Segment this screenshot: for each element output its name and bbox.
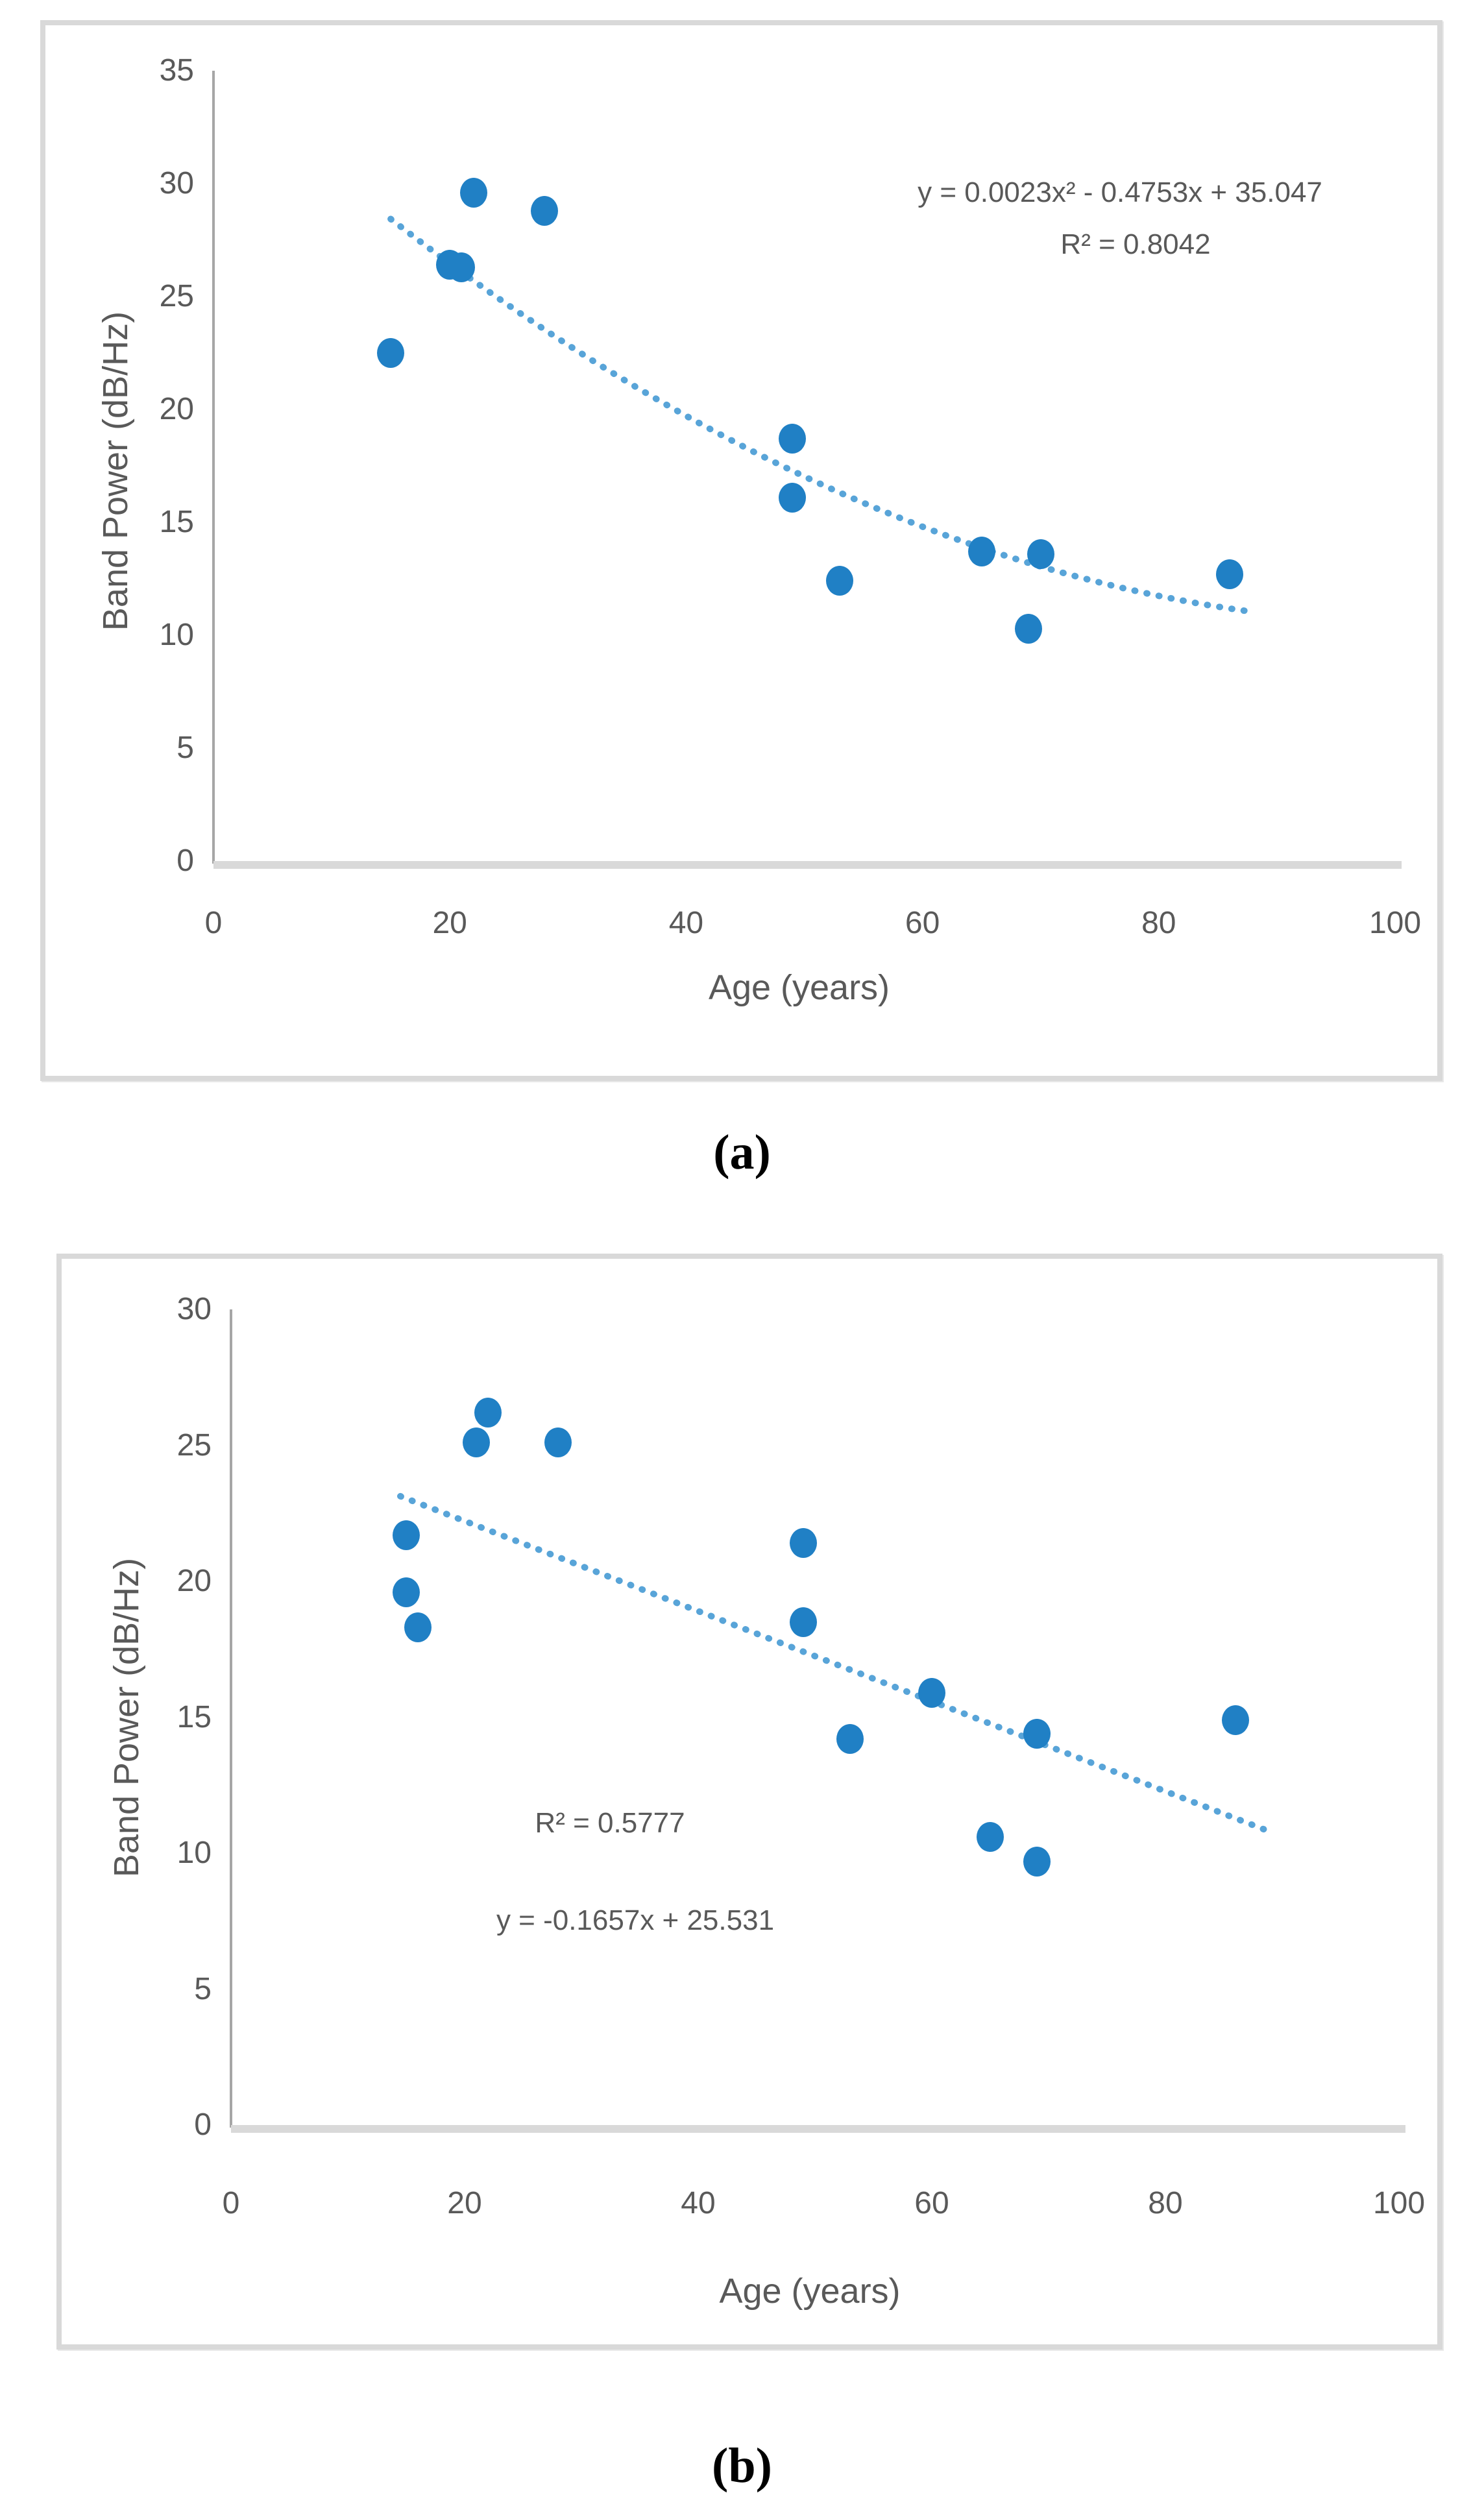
data-point [836, 1724, 864, 1755]
data-point [459, 177, 487, 208]
data-point [779, 482, 807, 513]
r-squared-label: R² = 0.5777 [535, 1807, 685, 1839]
y-axis-line [230, 1309, 232, 2128]
x-axis-tick-label: 60 [914, 2186, 949, 2220]
x-axis-title: Age (years) [719, 2272, 901, 2311]
x-axis-tick-label: 20 [432, 906, 467, 940]
x-axis-tick-label: 20 [447, 2186, 482, 2220]
x-axis-tick-label: 0 [204, 906, 223, 940]
data-point [1216, 559, 1244, 590]
y-axis-tick-label: 10 [159, 618, 194, 652]
x-axis-line [231, 2125, 1405, 2133]
data-point [1027, 539, 1054, 569]
data-point [474, 1398, 502, 1428]
scatter-chart-b: Band Power (dB/Hz) Age (years) R² = 0.57… [62, 1259, 1437, 2344]
data-point [1015, 613, 1043, 644]
y-axis-tick-label: 10 [176, 1836, 212, 1870]
data-point [1222, 1705, 1249, 1735]
data-point [826, 566, 854, 596]
x-axis-tick-label: 100 [1372, 2186, 1426, 2220]
y-axis-tick-label: 25 [159, 279, 194, 313]
x-axis-line [213, 861, 1402, 869]
y-axis-tick-label: 35 [159, 53, 194, 88]
chart-a-panel: Band Power (dB/Hz) Age (years) y = 0.002… [40, 20, 1442, 1081]
x-axis-title: Age (years) [708, 968, 890, 1007]
data-point [530, 195, 558, 226]
x-axis-tick-label: 0 [222, 2186, 240, 2220]
trendline-equation: y = 0.0023x² - 0.4753x + 35.047 [918, 176, 1322, 208]
data-point [779, 424, 807, 454]
data-point [393, 1520, 420, 1550]
y-axis-tick-label: 15 [159, 505, 194, 539]
x-axis-tick-label: 40 [681, 2186, 716, 2220]
x-axis-tick-label: 40 [668, 906, 704, 940]
data-point [544, 1428, 572, 1458]
r-squared-label: R² = 0.8042 [1060, 228, 1211, 260]
chart-b-panel: Band Power (dB/Hz) Age (years) R² = 0.57… [56, 1254, 1442, 2350]
x-axis-tick-label: 100 [1368, 906, 1422, 940]
y-axis-title: Band Power (dB/Hz) [96, 311, 135, 631]
data-point [1023, 1718, 1051, 1749]
y-axis-tick-label: 5 [194, 1971, 212, 2006]
data-point [918, 1677, 945, 1708]
y-axis-tick-label: 25 [176, 1428, 212, 1463]
trendline [397, 1492, 1268, 1833]
trendline-equation: y = -0.1657x + 25.531 [496, 1904, 775, 1936]
subfigure-caption-a: (a) [713, 1125, 771, 1180]
y-axis-line [212, 71, 215, 864]
subfigure-caption-b: (b) [712, 2438, 772, 2493]
y-axis-tick-label: 20 [159, 392, 194, 426]
data-point [967, 537, 995, 567]
y-axis-tick-label: 5 [176, 731, 194, 765]
trendline-path [397, 1492, 1268, 1833]
y-axis-tick-label: 0 [176, 844, 194, 878]
data-point [393, 1577, 420, 1607]
x-axis-tick-label: 60 [905, 906, 940, 940]
data-point [977, 1821, 1004, 1852]
y-axis-tick-label: 0 [194, 2108, 212, 2142]
data-point [463, 1428, 490, 1458]
data-point [1023, 1846, 1051, 1877]
data-point [448, 252, 476, 282]
x-axis-tick-label: 80 [1148, 2186, 1183, 2220]
scatter-chart-a: Band Power (dB/Hz) Age (years) y = 0.002… [45, 25, 1437, 1076]
y-axis-tick-label: 20 [176, 1564, 212, 1598]
x-axis-tick-label: 80 [1141, 906, 1176, 940]
data-point [404, 1612, 432, 1643]
y-axis-tick-label: 30 [159, 166, 194, 200]
data-point [790, 1528, 817, 1559]
data-point [790, 1607, 817, 1637]
y-axis-tick-label: 30 [176, 1292, 212, 1326]
trendline-path [387, 215, 1257, 616]
data-point [377, 338, 405, 368]
y-axis-tick-label: 15 [176, 1699, 212, 1734]
